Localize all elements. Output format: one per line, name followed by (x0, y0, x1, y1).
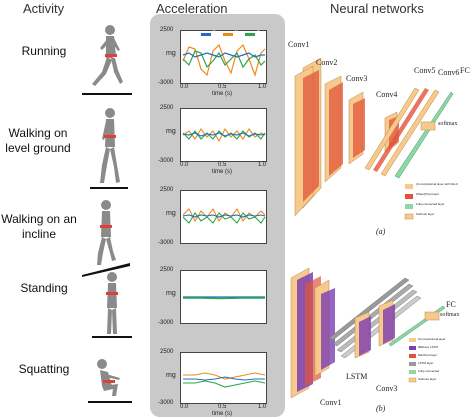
lstm-architecture-diagram (290, 267, 446, 399)
standing-figure-icon (92, 272, 132, 338)
plot-walking-incline (180, 190, 267, 244)
activity-label-walking-level: Walking on level ground (5, 126, 71, 155)
squatting-figure-icon (88, 359, 132, 403)
plot-squatting (180, 352, 267, 404)
plot-walking-level (180, 108, 267, 162)
lstm-label-fc: FC (446, 300, 456, 309)
cnn-label-conv2: Conv2 (316, 58, 338, 67)
plot5-xlabel: time (s) (212, 411, 232, 417)
lstm-legend-1: (Bidirec) LSTM (418, 345, 439, 349)
cnn-label-conv5: Conv5 (414, 66, 436, 75)
plot2-ytick-top: 2500 (160, 105, 174, 111)
plot3-ytick-bottom: -3000 (158, 240, 174, 246)
plot1-xtick-2: 1.0 (258, 84, 267, 90)
cnn-legend-fc: Fully-connected layer (416, 202, 445, 206)
plot3-ylabel: mg (166, 210, 176, 217)
plot1-xlabel: time (s) (212, 91, 232, 97)
walking-level-figure-icon (90, 108, 128, 189)
running-figure-icon (82, 25, 132, 95)
lstm-label-lstm: LSTM (346, 372, 368, 381)
plot1-xtick-0: 0.0 (180, 84, 189, 90)
plot4-ytick-top: 2500 (160, 267, 174, 273)
plot2-xtick-1: 0.5 (218, 162, 227, 168)
acceleration-column-title: Acceleration (156, 1, 228, 16)
lstm-legend-0: (Conv)olutional layer (418, 337, 446, 341)
activity-label-running: Running (21, 44, 67, 58)
activity-label-walking-incline: Walking on an incline (1, 212, 77, 241)
lstm-label-softmax: softmax (440, 312, 460, 318)
plot5-ylabel: mg (166, 372, 176, 379)
plot1-ytick-bottom: -3000 (158, 80, 174, 86)
lstm-label-conv3: Conv3 (376, 384, 398, 393)
plot2-xtick-0: 0.0 (180, 162, 189, 168)
cnn-architecture-diagram (294, 57, 454, 220)
plot5-ytick-top: 2500 (160, 349, 174, 355)
lstm-sublabel: (b) (376, 404, 386, 413)
cnn-label-conv1: Conv1 (288, 40, 310, 49)
cnn-label-conv4: Conv4 (376, 90, 398, 99)
plot2-ylabel: mg (166, 128, 176, 135)
cnn-label-fc: FC (460, 66, 470, 75)
cnn-legend-conv: (Conv)olutional layer with ReLU (416, 182, 459, 186)
cnn-label-softmax: softmax (438, 121, 458, 127)
walking-incline-figure-icon (82, 200, 130, 277)
plot5-xtick-2: 1.0 (258, 404, 267, 410)
cnn-legend-softmax: Softmax layer (416, 212, 435, 216)
neural-networks-column-title: Neural networks (330, 1, 424, 16)
plot4-ytick-bottom: -3000 (158, 320, 174, 326)
plot-running (180, 30, 267, 84)
plot1-xtick-1: 0.5 (218, 84, 227, 90)
lstm-legend-5: Softmax layer (418, 377, 437, 381)
lstm-label-conv1: Conv1 (320, 398, 342, 407)
cnn-legend-maxpool: (M)ax(P)ool layer (416, 192, 440, 196)
plot1-legend-z: z (257, 29, 260, 35)
plot1-legend-x: x (213, 29, 216, 35)
plot1-ylabel: mg (166, 50, 176, 57)
lstm-legend-3: LSTM layer (418, 361, 434, 365)
activity-column-title: Activity (23, 1, 65, 16)
plot3-ytick-top: 2500 (160, 187, 174, 193)
plot5-xtick-1: 0.5 (218, 404, 227, 410)
plot4-ylabel: mg (166, 290, 176, 297)
cnn-label-conv6: Conv6 (438, 68, 460, 77)
plot5-ytick-bottom: -3000 (158, 400, 174, 406)
plot2-xlabel: time (s) (212, 169, 232, 175)
plot1-legend-y: y (235, 29, 238, 35)
cnn-sublabel: (a) (376, 227, 386, 236)
lstm-legend-2: MaxPool layer (418, 353, 438, 357)
plot-standing (180, 270, 267, 324)
lstm-legend-4: Fully-connected (418, 369, 440, 373)
activity-label-standing: Standing (20, 281, 68, 295)
activity-label-squatting: Squatting (18, 362, 70, 376)
cnn-label-conv3: Conv3 (346, 74, 368, 83)
plot5-xtick-0: 0.0 (180, 404, 189, 410)
plot2-xtick-2: 1.0 (258, 162, 267, 168)
plot2-ytick-bottom: -3000 (158, 158, 174, 164)
plot1-ytick-top: 2500 (160, 27, 174, 33)
